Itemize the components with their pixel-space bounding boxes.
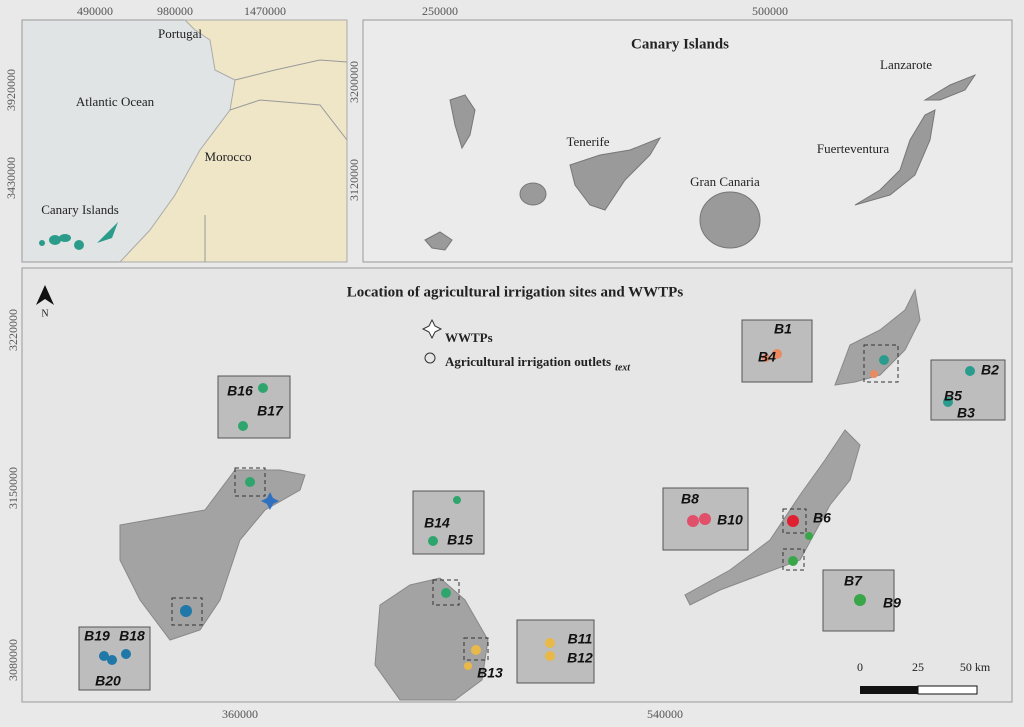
place-label: Atlantic Ocean bbox=[76, 94, 155, 109]
site-label: B11 bbox=[568, 631, 593, 647]
wwtp-legend-symbol bbox=[421, 318, 443, 340]
site-label: B16 bbox=[227, 383, 253, 399]
site-label: B10 bbox=[717, 512, 743, 528]
x-tick-label: 540000 bbox=[647, 707, 683, 721]
border bbox=[229, 99, 348, 141]
site-label: B19 bbox=[84, 628, 110, 644]
scale-label: 50 km bbox=[960, 660, 991, 674]
x-tick-label: 980000 bbox=[157, 4, 193, 18]
site-label: B17 bbox=[257, 403, 284, 419]
island-label: Gran Canaria bbox=[690, 174, 760, 189]
zoom-frames bbox=[171, 344, 899, 661]
y-tick-label: 3080000 bbox=[6, 639, 20, 681]
wwtp-marker bbox=[261, 492, 279, 510]
place-label: Morocco bbox=[205, 149, 252, 164]
site-label: B12 bbox=[567, 650, 593, 666]
legend-label: Agricultural irrigation outlets bbox=[445, 354, 611, 369]
y-tick-label: 3430000 bbox=[4, 157, 18, 199]
site-label: B3 bbox=[957, 405, 975, 421]
site-label: B5 bbox=[944, 388, 962, 404]
site-label: B2 bbox=[981, 362, 999, 378]
inset-boxes bbox=[78, 319, 1006, 691]
y-tick-label: 3220000 bbox=[6, 309, 20, 351]
panel-title: Location of agricultural irrigation site… bbox=[347, 284, 684, 300]
place-label: Portugal bbox=[158, 26, 202, 41]
legend-subscript: text bbox=[615, 362, 631, 373]
x-tick-label: 500000 bbox=[752, 4, 788, 18]
place-label: Canary Islands bbox=[41, 202, 119, 217]
x-tick-label: 490000 bbox=[77, 4, 113, 18]
land bbox=[118, 19, 348, 263]
y-tick-label: 3120000 bbox=[347, 159, 361, 201]
y-tick-label: 3920000 bbox=[4, 69, 18, 111]
island-label: Lanzarote bbox=[880, 57, 932, 72]
island-label: Fuerteventura bbox=[817, 141, 889, 156]
site-label: B8 bbox=[681, 491, 699, 507]
legend-label: WWTPs bbox=[445, 330, 493, 345]
site-label: B13 bbox=[477, 665, 503, 681]
border bbox=[234, 59, 348, 81]
site-label: B6 bbox=[813, 510, 831, 526]
y-tick-label: 3150000 bbox=[6, 467, 20, 509]
island-shapes bbox=[119, 288, 921, 701]
site-label: B18 bbox=[119, 628, 145, 644]
island-shapes bbox=[424, 73, 977, 251]
islands-panel bbox=[362, 19, 1013, 263]
site-label: B14 bbox=[424, 515, 450, 531]
north-label: N bbox=[41, 308, 48, 319]
outlet-markers bbox=[99, 349, 975, 670]
x-tick-label: 1470000 bbox=[244, 4, 286, 18]
site-label: B15 bbox=[447, 532, 473, 548]
canary-islands-mini bbox=[39, 222, 118, 250]
scale-bar bbox=[860, 685, 978, 695]
panel-title: Canary Islands bbox=[631, 36, 729, 52]
x-tick-label: 250000 bbox=[422, 4, 458, 18]
scale-label: 25 bbox=[912, 660, 924, 674]
site-label: B20 bbox=[95, 673, 121, 689]
site-label: B4 bbox=[758, 349, 776, 365]
site-label: B9 bbox=[883, 595, 901, 611]
island-label: Tenerife bbox=[566, 134, 609, 149]
scale-label: 0 bbox=[857, 660, 863, 674]
north-arrow bbox=[36, 285, 54, 305]
x-tick-label: 360000 bbox=[222, 707, 258, 721]
y-tick-label: 3200000 bbox=[347, 61, 361, 103]
site-label: B1 bbox=[774, 321, 792, 337]
site-label: B7 bbox=[844, 573, 863, 589]
